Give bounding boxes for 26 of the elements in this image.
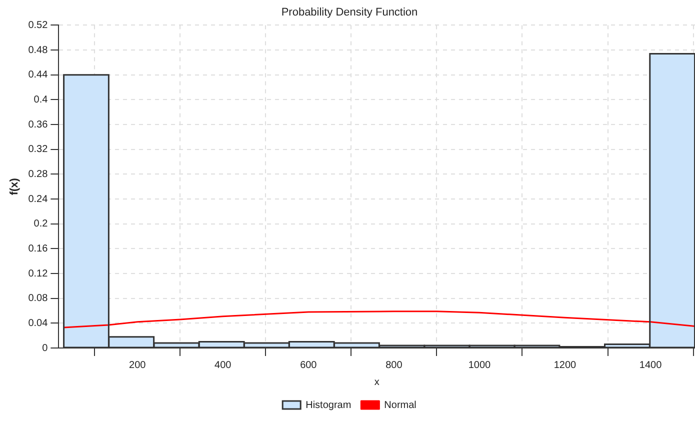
y-tick-label: 0 [42,342,48,354]
y-tick-label: 0.12 [28,268,48,280]
y-tick-label: 0.24 [28,194,48,205]
y-tick-label: 0.04 [28,318,48,329]
x-tick-label: 600 [300,360,318,371]
x-tick-label: 1400 [639,360,662,371]
y-tick-label: 0.16 [28,243,48,254]
y-tick-label: 0.28 [28,168,48,180]
legend-label: Histogram [306,400,352,411]
y-tick-label: 0.36 [28,119,48,130]
y-tick-label: 0.48 [28,44,48,56]
y-tick-label: 0.08 [28,293,48,304]
y-tick-label: 0.32 [28,144,48,156]
y-tick-label: 0.52 [28,20,48,31]
y-tick-label: 0.4 [34,94,48,106]
x-tick-label: 400 [214,360,232,371]
chart-title: Probability Density Function [281,6,418,19]
x-tick-label: 200 [129,360,146,371]
x-tick-label: 1200 [554,360,577,371]
x-tick-label: 1000 [468,360,492,371]
x-axis-title: x [374,376,380,388]
x-tick-label: 800 [386,360,403,371]
y-axis-title: f(x) [8,178,21,196]
y-tick-label: 0.44 [28,70,48,81]
y-tick-label: 0.2 [34,218,48,230]
legend-label: Normal [384,400,416,411]
